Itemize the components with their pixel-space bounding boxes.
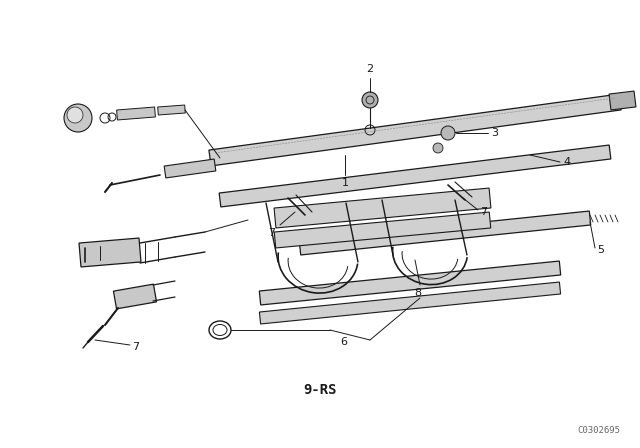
Polygon shape bbox=[259, 261, 561, 305]
Text: 4: 4 bbox=[563, 157, 570, 167]
Text: C0302695: C0302695 bbox=[577, 426, 620, 435]
Polygon shape bbox=[219, 145, 611, 207]
Text: 8: 8 bbox=[415, 288, 422, 298]
Polygon shape bbox=[79, 238, 141, 267]
Polygon shape bbox=[113, 284, 157, 309]
Circle shape bbox=[362, 92, 378, 108]
Circle shape bbox=[67, 107, 83, 123]
Polygon shape bbox=[609, 91, 636, 110]
Polygon shape bbox=[274, 188, 491, 228]
Text: 1: 1 bbox=[342, 178, 349, 188]
Polygon shape bbox=[209, 94, 621, 166]
Polygon shape bbox=[164, 159, 216, 178]
Polygon shape bbox=[157, 105, 186, 115]
Text: 3: 3 bbox=[491, 128, 498, 138]
Circle shape bbox=[433, 143, 443, 153]
Text: 7: 7 bbox=[480, 207, 487, 217]
Text: 5: 5 bbox=[597, 245, 604, 255]
Text: 7: 7 bbox=[132, 342, 139, 352]
Polygon shape bbox=[300, 211, 591, 255]
Circle shape bbox=[64, 104, 92, 132]
Polygon shape bbox=[259, 282, 561, 324]
Text: 9-RS: 9-RS bbox=[303, 383, 337, 397]
Polygon shape bbox=[116, 107, 156, 120]
Polygon shape bbox=[275, 212, 491, 248]
Text: 7: 7 bbox=[268, 228, 276, 238]
Text: 6: 6 bbox=[340, 337, 347, 347]
Text: 2: 2 bbox=[367, 64, 374, 74]
Circle shape bbox=[441, 126, 455, 140]
